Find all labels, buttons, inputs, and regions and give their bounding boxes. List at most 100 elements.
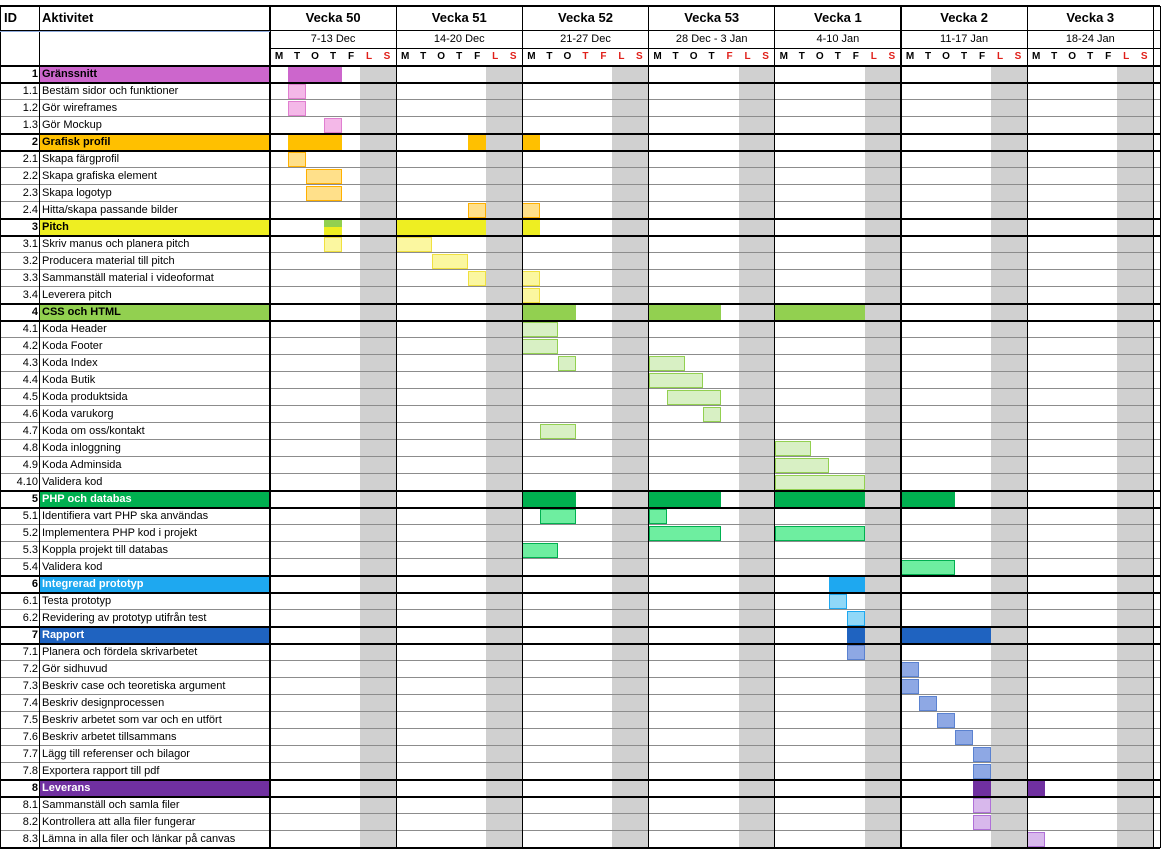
- grid-line-h: [0, 149, 1160, 152]
- week-date-range: 21-27 Dec: [560, 33, 611, 45]
- task-name: Leverera pitch: [42, 288, 112, 301]
- group-label-fill: [40, 134, 270, 150]
- day-header: L: [996, 51, 1004, 62]
- grid-line-h: [0, 269, 1160, 270]
- group-label-fill: [40, 780, 270, 796]
- day-header: T: [1051, 51, 1058, 62]
- task-name: Kontrollera att alla filer fungerar: [42, 815, 196, 828]
- task-id: 4.4: [22, 373, 38, 386]
- day-header: O: [563, 51, 572, 62]
- group-name: Rapport: [42, 628, 85, 641]
- day-header: O: [311, 51, 319, 62]
- task-id: 3.2: [22, 254, 38, 267]
- task-name: Koda Index: [42, 356, 98, 369]
- task-name: Beskriv case och teoretiska argument: [42, 679, 226, 692]
- grid-line-h: [0, 456, 1160, 457]
- task-id: 4.9: [22, 458, 38, 471]
- group-summary-bar: [774, 491, 865, 507]
- day-header: M: [527, 51, 536, 62]
- week-header: Vecka 2: [940, 10, 988, 25]
- week-header: Vecka 51: [431, 10, 487, 25]
- day-header: O: [437, 51, 446, 62]
- task-name: Beskriv designprocessen: [42, 696, 165, 709]
- grid-line-v: [1152, 6, 1154, 848]
- task-name: Gör Mockup: [42, 118, 102, 131]
- task-id: 4.7: [22, 424, 38, 437]
- grid-line-v: [38, 6, 40, 848]
- task-id: 7.3: [22, 679, 38, 692]
- group-label-fill: [40, 219, 270, 235]
- task-id: 7.5: [22, 713, 38, 726]
- task-name: Validera kod: [42, 475, 103, 488]
- grid-line-h: [0, 354, 1160, 355]
- day-header: L: [618, 51, 625, 62]
- grid-line-v: [1159, 6, 1161, 848]
- group-summary-bar: [901, 491, 955, 507]
- task-bar: [973, 746, 991, 762]
- task-id: 2.4: [22, 203, 38, 216]
- task-id: 2.1: [22, 152, 38, 165]
- grid-line-h: [0, 116, 1160, 117]
- group-name: Leverans: [42, 781, 91, 794]
- grid-line-h: [0, 524, 1160, 525]
- task-bar: [828, 593, 847, 609]
- grid-line-h: [0, 694, 1160, 695]
- group-id: 8: [31, 781, 38, 794]
- task-id: 6.2: [22, 611, 38, 624]
- grid-line-h: [0, 234, 1160, 237]
- day-header: T: [708, 51, 715, 62]
- group-id: 2: [31, 135, 38, 148]
- grid-line-h: [0, 5, 1160, 7]
- task-id: 8.2: [22, 815, 38, 828]
- task-id: 3.4: [22, 288, 38, 301]
- task-bar: [522, 270, 541, 286]
- day-header: O: [942, 51, 950, 62]
- task-name: Koda Footer: [42, 339, 103, 352]
- task-name: Planera och fördela skrivarbetet: [42, 645, 198, 658]
- task-name: Koppla projekt till databas: [42, 543, 168, 556]
- group-id: 3: [31, 220, 38, 233]
- task-bar: [955, 729, 973, 745]
- grid-line-v: [648, 6, 650, 848]
- group-name: CSS och HTML: [42, 305, 121, 318]
- task-id: 8.3: [22, 832, 38, 845]
- grid-line-h: [0, 184, 1160, 185]
- task-name: Koda varukorg: [42, 407, 114, 420]
- task-bar: [522, 542, 559, 558]
- task-id: 4.2: [22, 339, 38, 352]
- task-name: Koda produktsida: [42, 390, 128, 403]
- day-header: M: [1032, 51, 1041, 62]
- grid-line-h: [0, 506, 1160, 509]
- grid-line-h: [0, 541, 1160, 542]
- task-name: Koda om oss/kontakt: [42, 424, 145, 437]
- task-bar: [558, 355, 577, 371]
- group-summary-bar: [288, 66, 342, 82]
- group-summary-bar-overlay: [324, 219, 342, 227]
- day-header: F: [852, 51, 859, 62]
- task-id: 4.6: [22, 407, 38, 420]
- group-summary-bar: [828, 576, 865, 592]
- group-label-fill: [40, 576, 270, 592]
- header-separator: [0, 30, 270, 33]
- task-id: 3.3: [22, 271, 38, 284]
- task-bar: [919, 695, 937, 711]
- week-date-range: 14-20 Dec: [433, 33, 485, 45]
- group-summary-bar: [774, 304, 865, 320]
- task-bar: [522, 338, 559, 354]
- task-bar: [901, 678, 919, 694]
- task-name: Bestäm sidor och funktioner: [42, 84, 179, 97]
- grid-line-h: [0, 167, 1160, 168]
- grid-line-h: [0, 591, 1160, 594]
- week-header: Vecka 1: [814, 10, 862, 25]
- day-header: F: [726, 51, 733, 62]
- grid-line-h: [0, 489, 1160, 492]
- task-id: 7.6: [22, 730, 38, 743]
- task-id: 2.2: [22, 169, 38, 182]
- task-bar: [522, 202, 541, 218]
- task-bar: [774, 525, 865, 541]
- header-id: ID: [4, 10, 17, 25]
- task-name: Gör sidhuvud: [42, 662, 108, 675]
- group-name: Gränssnitt: [42, 67, 98, 80]
- group-summary-bar: [522, 491, 577, 507]
- task-bar: [973, 814, 991, 830]
